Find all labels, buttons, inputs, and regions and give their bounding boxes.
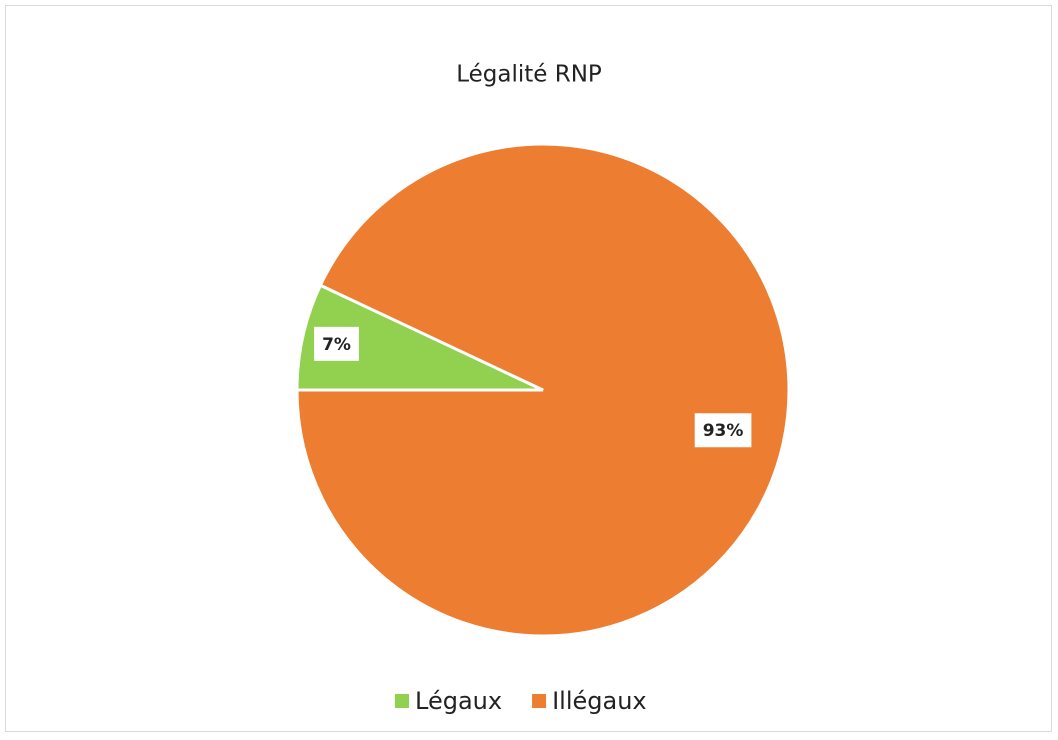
legend-swatch xyxy=(532,694,547,708)
legend-swatch xyxy=(395,694,409,708)
data-label-box xyxy=(694,413,752,448)
legend-label: Légaux xyxy=(415,687,502,715)
legend-label: Illégaux xyxy=(552,687,647,715)
chart-title: Légalité RNP xyxy=(456,62,602,88)
pie-slice xyxy=(295,142,791,638)
data-label: 93% xyxy=(703,421,744,441)
data-label-box xyxy=(314,326,359,361)
pie-slice xyxy=(295,283,544,392)
data-label: 7% xyxy=(322,335,351,355)
